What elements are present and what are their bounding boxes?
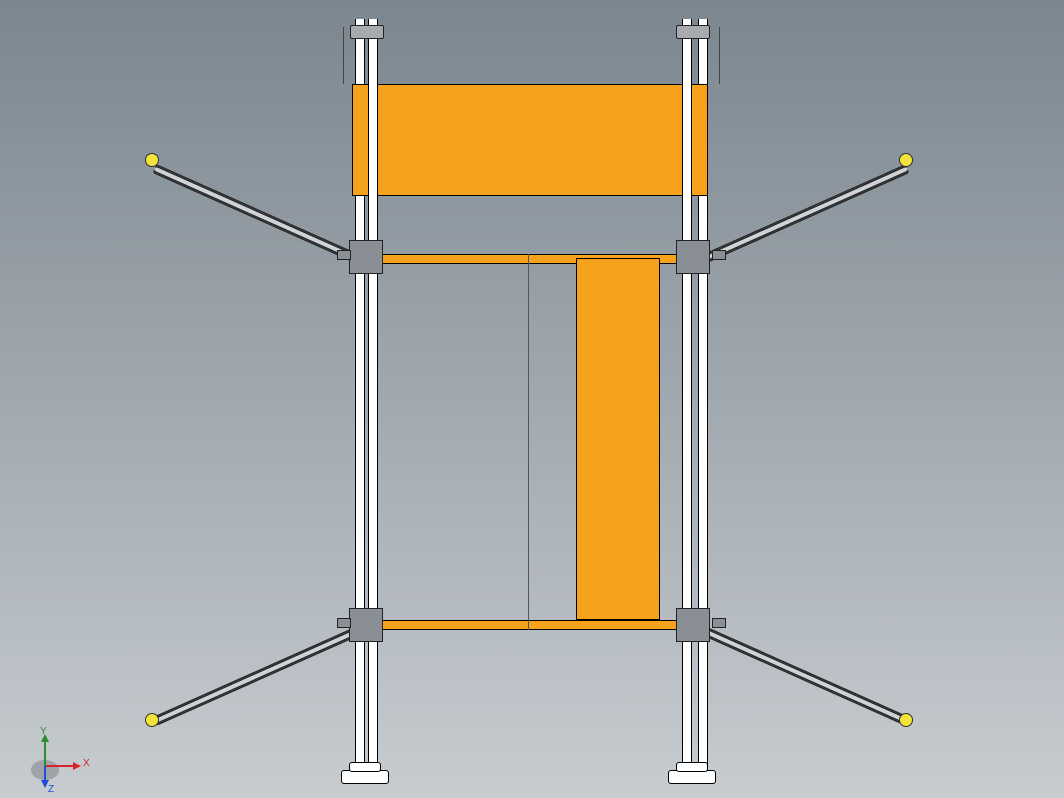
crossbar-lower xyxy=(378,620,682,630)
top-clamp-left xyxy=(350,25,384,39)
outrigger-lower-right-rod xyxy=(701,627,909,724)
clamp-detail xyxy=(712,250,726,260)
top-panel xyxy=(352,84,708,196)
base-foot-left xyxy=(341,770,389,784)
side-panel xyxy=(576,258,660,620)
clamp-upper-right xyxy=(676,240,710,274)
center-split-line xyxy=(528,254,529,630)
clamp-lower-right xyxy=(676,608,710,642)
model-scene[interactable] xyxy=(0,0,1064,798)
vertical-post-inner-right xyxy=(682,19,692,778)
axis-label-y: Y xyxy=(40,726,47,737)
clamp-detail xyxy=(712,618,726,628)
base-foot-left-cap xyxy=(349,762,381,772)
base-foot-right-cap xyxy=(676,762,708,772)
outrigger-upper-right-rod xyxy=(701,166,909,263)
clamp-detail xyxy=(337,250,351,260)
outrigger-upper-left-rod xyxy=(153,166,361,263)
axis-label-x: X xyxy=(83,758,90,769)
outrigger-lower-left-rod xyxy=(153,627,361,724)
outrigger-endcap xyxy=(899,153,913,167)
axis-label-z: Z xyxy=(48,784,54,795)
top-cable-right xyxy=(719,27,720,84)
outrigger-endcap xyxy=(145,153,159,167)
clamp-detail xyxy=(337,618,351,628)
base-foot-right xyxy=(668,770,716,784)
cad-viewport[interactable]: X Y Z xyxy=(0,0,1064,798)
outrigger-endcap xyxy=(145,713,159,727)
clamp-upper-left xyxy=(349,240,383,274)
clamp-lower-left xyxy=(349,608,383,642)
outrigger-endcap xyxy=(899,713,913,727)
vertical-post-inner-left xyxy=(368,19,378,778)
top-cable-left xyxy=(343,27,344,84)
top-clamp-right xyxy=(676,25,710,39)
